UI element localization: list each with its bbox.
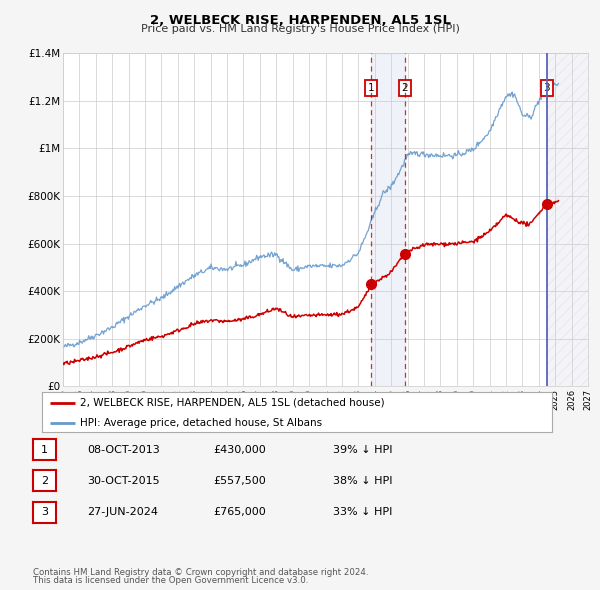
Text: 2: 2 xyxy=(41,476,48,486)
Text: 2, WELBECK RISE, HARPENDEN, AL5 1SL (detached house): 2, WELBECK RISE, HARPENDEN, AL5 1SL (det… xyxy=(80,398,385,408)
Text: £765,000: £765,000 xyxy=(213,507,266,517)
Text: 2, WELBECK RISE, HARPENDEN, AL5 1SL: 2, WELBECK RISE, HARPENDEN, AL5 1SL xyxy=(149,14,451,27)
Text: 39% ↓ HPI: 39% ↓ HPI xyxy=(333,445,392,454)
Text: This data is licensed under the Open Government Licence v3.0.: This data is licensed under the Open Gov… xyxy=(33,576,308,585)
Text: 1: 1 xyxy=(368,83,374,93)
Text: 27-JUN-2024: 27-JUN-2024 xyxy=(87,507,158,517)
Text: £557,500: £557,500 xyxy=(213,476,266,486)
Bar xyxy=(371,53,405,386)
Text: Price paid vs. HM Land Registry's House Price Index (HPI): Price paid vs. HM Land Registry's House … xyxy=(140,24,460,34)
Text: 2: 2 xyxy=(401,83,408,93)
Text: £430,000: £430,000 xyxy=(213,445,266,454)
Text: 30-OCT-2015: 30-OCT-2015 xyxy=(87,476,160,486)
Text: 38% ↓ HPI: 38% ↓ HPI xyxy=(333,476,392,486)
Bar xyxy=(547,53,588,386)
Text: 3: 3 xyxy=(544,83,550,93)
Text: 08-OCT-2013: 08-OCT-2013 xyxy=(87,445,160,454)
Text: 3: 3 xyxy=(41,507,48,517)
Text: Contains HM Land Registry data © Crown copyright and database right 2024.: Contains HM Land Registry data © Crown c… xyxy=(33,568,368,577)
Text: HPI: Average price, detached house, St Albans: HPI: Average price, detached house, St A… xyxy=(80,418,322,428)
Text: 1: 1 xyxy=(41,445,48,454)
Text: 33% ↓ HPI: 33% ↓ HPI xyxy=(333,507,392,517)
